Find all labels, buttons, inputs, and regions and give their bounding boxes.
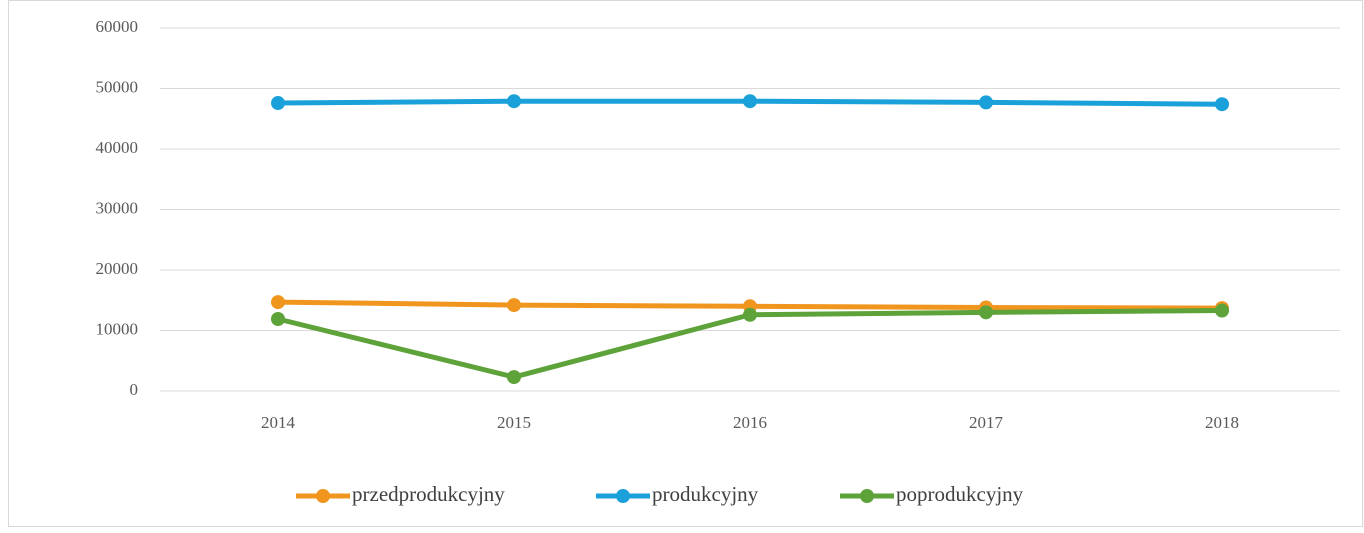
y-tick-label: 30000 bbox=[96, 198, 139, 217]
data-point bbox=[507, 94, 521, 109]
y-tick-label: 60000 bbox=[96, 17, 139, 36]
data-point bbox=[507, 298, 521, 313]
data-point bbox=[1215, 303, 1229, 318]
legend-marker bbox=[616, 489, 630, 503]
data-point bbox=[979, 305, 993, 320]
legend-label: poprodukcyjny bbox=[896, 482, 1024, 506]
y-tick-label: 40000 bbox=[96, 138, 139, 157]
x-tick-label: 2017 bbox=[969, 413, 1004, 432]
data-point bbox=[743, 307, 757, 322]
data-point bbox=[1215, 97, 1229, 112]
data-point bbox=[271, 312, 285, 327]
data-point bbox=[743, 94, 757, 109]
x-tick-label: 2014 bbox=[261, 413, 296, 432]
chart-frame bbox=[8, 0, 1363, 527]
y-tick-label: 20000 bbox=[96, 259, 139, 278]
data-point bbox=[271, 96, 285, 111]
x-tick-label: 2015 bbox=[497, 413, 531, 432]
x-tick-label: 2018 bbox=[1205, 413, 1239, 432]
data-point bbox=[271, 295, 285, 310]
legend-marker bbox=[316, 489, 330, 503]
y-tick-label: 10000 bbox=[96, 319, 139, 338]
y-tick-label: 50000 bbox=[96, 77, 139, 96]
data-point bbox=[507, 370, 521, 385]
x-tick-label: 2016 bbox=[733, 413, 767, 432]
legend-label: przedprodukcyjny bbox=[352, 482, 505, 506]
legend-label: produkcyjny bbox=[652, 482, 759, 506]
data-point bbox=[979, 95, 993, 110]
legend-marker bbox=[860, 489, 874, 503]
y-tick-label: 0 bbox=[130, 380, 139, 399]
